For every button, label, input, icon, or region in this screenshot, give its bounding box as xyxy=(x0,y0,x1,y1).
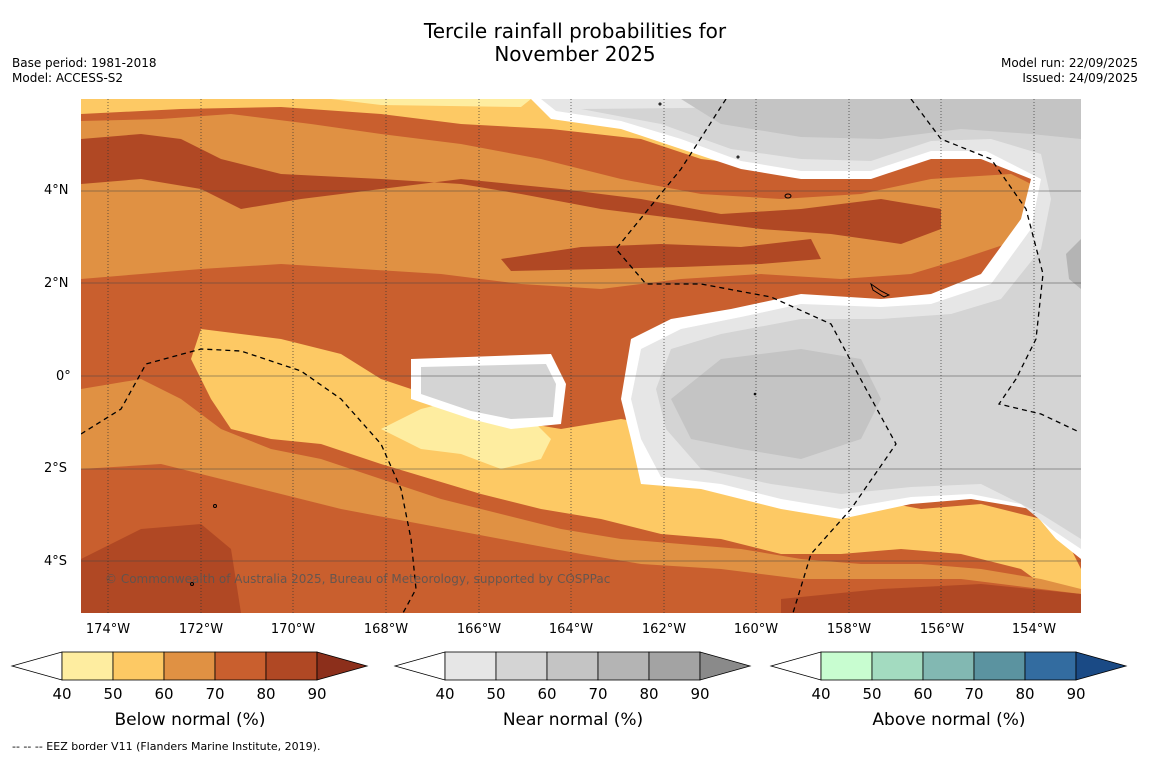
region-below-80-band xyxy=(501,239,821,271)
colorbar-above-segment xyxy=(1024,651,1077,681)
region-near-70-east xyxy=(681,99,1081,139)
issued-date: Issued: 24/09/2025 xyxy=(1022,71,1138,85)
lat-label-4n: 4°N xyxy=(44,183,69,198)
colorbar-near-tick: 60 xyxy=(537,685,557,703)
lon-label-174w: 174°W xyxy=(85,622,131,637)
colorbar-below-tick: 40 xyxy=(52,685,72,703)
region-below-80-north xyxy=(81,134,941,244)
colorbar-below-tick: 70 xyxy=(205,685,225,703)
lon-label-168w: 168°W xyxy=(363,622,409,637)
colorbar-near-tick: 50 xyxy=(486,685,506,703)
lon-label-160w: 160°W xyxy=(733,622,779,637)
copyright-text: © Commonwealth of Australia 2025, Bureau… xyxy=(105,572,610,586)
base-period: Base period: 1981-2018 xyxy=(12,56,157,70)
colorbar-near-tick: 90 xyxy=(690,685,710,703)
lon-label-156w: 156°W xyxy=(919,622,965,637)
region-near-50-center xyxy=(421,364,556,419)
colorbar-near-segment xyxy=(597,651,650,681)
region-below-50-south xyxy=(191,329,1081,613)
title-line-1: Tercile rainfall probabilities for xyxy=(423,19,727,43)
colorbar-above-segment xyxy=(973,651,1026,681)
title-line-2: November 2025 xyxy=(494,42,656,66)
lon-label-154w: 154°W xyxy=(1011,622,1057,637)
colorbar-above-tick: 60 xyxy=(913,685,933,703)
map-title: Tercile rainfall probabilities for Novem… xyxy=(0,20,1150,66)
colorbar-near-tick: 70 xyxy=(588,685,608,703)
colorbar-below-segment xyxy=(61,651,114,681)
grid xyxy=(81,190,1081,562)
lon-label-164w: 164°W xyxy=(548,622,594,637)
colorbar-near-title: Near normal (%) xyxy=(502,710,644,730)
eez-borders xyxy=(81,99,1078,613)
colorbar-below-title: Below normal (%) xyxy=(114,710,266,730)
region-below-40-north xyxy=(331,99,531,107)
colorbar-near-high-arrow xyxy=(699,651,752,681)
islands xyxy=(190,102,891,586)
colorbar-below-segment xyxy=(214,651,267,681)
lat-label-2n: 2°N xyxy=(44,276,69,291)
model-run: Model run: 22/09/2025 xyxy=(1000,56,1138,70)
colorbar-above-segment xyxy=(922,651,975,681)
lon-label-170w: 170°W xyxy=(270,622,316,637)
colorbar-near-tick: 80 xyxy=(639,685,659,703)
lon-label-166w: 166°W xyxy=(456,622,502,637)
colorbar-above-tick: 80 xyxy=(1015,685,1035,703)
model-name: Model: ACCESS-S2 xyxy=(12,71,124,85)
lon-label-162w: 162°W xyxy=(641,622,687,637)
colorbar-below-tick: 90 xyxy=(307,685,327,703)
colorbar-below-segment xyxy=(163,651,216,681)
meta-right: Model run: 22/09/2025 Issued: 24/09/2025 xyxy=(1001,56,1138,86)
colorbar-above-segment xyxy=(820,651,873,681)
colorbar-near-segment xyxy=(444,651,497,681)
colorbar-below-tick: 60 xyxy=(154,685,174,703)
footer-note: -- -- -- EEZ border V11 (Flanders Marine… xyxy=(12,740,321,753)
lat-label-4s: 4°S xyxy=(44,554,68,569)
colorbar-near-segment xyxy=(648,651,701,681)
colorbar-above-tick: 90 xyxy=(1066,685,1086,703)
colorbar-below-segment xyxy=(112,651,165,681)
region-below-80-southeast xyxy=(781,584,1081,613)
colorbar-near-tick: 40 xyxy=(435,685,455,703)
colorbar-near-segment xyxy=(495,651,548,681)
colorbar-above-title: Above normal (%) xyxy=(872,710,1026,730)
meta-left: Base period: 1981-2018 Model: ACCESS-S2 xyxy=(12,56,157,86)
colorbar-above-tick: 40 xyxy=(811,685,831,703)
colorbars xyxy=(10,651,1128,681)
lon-label-172w: 172°W xyxy=(178,622,224,637)
colorbar-above-segment xyxy=(871,651,924,681)
colorbar-below-high-arrow xyxy=(316,651,369,681)
region-near-70-center xyxy=(671,349,881,459)
colorbar-below-segment xyxy=(265,651,318,681)
lat-label-2s: 2°S xyxy=(44,461,68,476)
colorbar-below-tick: 50 xyxy=(103,685,123,703)
colorbar-below-low-arrow xyxy=(10,651,63,681)
colorbar-above-tick: 50 xyxy=(862,685,882,703)
lon-label-158w: 158°W xyxy=(826,622,872,637)
region-below-70-south xyxy=(81,464,1081,613)
rainfall-map: © Commonwealth of Australia 2025, Bureau… xyxy=(81,99,1081,613)
region-near-70-spot xyxy=(1066,239,1081,289)
lat-label-0: 0° xyxy=(56,369,71,384)
colorbar-below-tick: 80 xyxy=(256,685,276,703)
colorbar-near-low-arrow xyxy=(393,651,446,681)
colorbar-above-high-arrow xyxy=(1075,651,1128,681)
colorbar-above-low-arrow xyxy=(769,651,822,681)
colorbar-above-tick: 70 xyxy=(964,685,984,703)
colorbar-near-segment xyxy=(546,651,599,681)
